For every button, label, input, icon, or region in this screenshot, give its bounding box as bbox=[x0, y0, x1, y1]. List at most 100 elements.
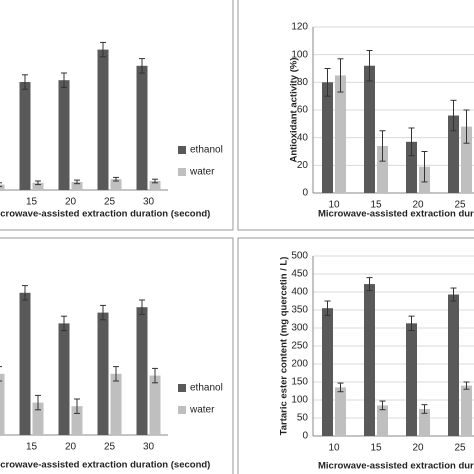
bar bbox=[0, 184, 5, 190]
x-tick-label: 30 bbox=[143, 442, 155, 453]
error-bar bbox=[0, 182, 2, 187]
error-bar bbox=[408, 315, 415, 332]
error-bar bbox=[324, 300, 331, 316]
x-tick-label: 30 bbox=[143, 197, 155, 208]
y-axis-label: Antioxidant activity (%) bbox=[289, 57, 300, 162]
error-bar bbox=[337, 58, 344, 93]
x-tick-label: 25 bbox=[104, 442, 116, 453]
y-tick-label: 60 bbox=[297, 105, 309, 116]
y-tick-label: 350 bbox=[291, 305, 308, 316]
legend-label: ethanol bbox=[190, 383, 223, 394]
y-tick-label: 100 bbox=[291, 395, 308, 406]
bar bbox=[71, 181, 83, 190]
bar bbox=[461, 385, 472, 436]
error-bar bbox=[139, 299, 145, 315]
error-bar bbox=[61, 72, 67, 88]
error-bar bbox=[366, 50, 373, 82]
x-axis-label: Microwave-assisted extraction duration (… bbox=[0, 460, 210, 471]
bar bbox=[32, 182, 44, 190]
bar bbox=[19, 82, 31, 190]
y-tick-label: 80 bbox=[297, 77, 309, 88]
error-bar bbox=[366, 277, 373, 292]
error-bar bbox=[463, 381, 470, 390]
error-bar bbox=[100, 304, 106, 321]
bar bbox=[110, 179, 122, 190]
y-tick-label: 50 bbox=[297, 413, 309, 424]
error-bar bbox=[379, 130, 386, 162]
chart-panel: 0501001502002503003504004505001015202530… bbox=[279, 251, 474, 472]
error-bar bbox=[152, 178, 158, 184]
error-bar bbox=[450, 287, 457, 302]
bar bbox=[136, 65, 148, 190]
chart-panel: 0204060801001201015202530Microwave-assis… bbox=[289, 22, 474, 220]
x-tick-label: 20 bbox=[65, 197, 77, 208]
y-tick-label: 20 bbox=[297, 160, 309, 171]
y-tick-label: 100 bbox=[291, 49, 308, 60]
error-bar bbox=[421, 151, 428, 183]
x-tick-label: 10 bbox=[328, 200, 340, 211]
bar bbox=[448, 294, 459, 436]
error-bar bbox=[22, 285, 28, 301]
x-tick-label: 25 bbox=[104, 197, 116, 208]
x-axis-label: Microwave-assisted extraction duration bbox=[318, 461, 474, 472]
bar bbox=[97, 312, 109, 435]
y-tick-label: 500 bbox=[291, 251, 308, 262]
bar bbox=[322, 82, 333, 193]
bar bbox=[149, 375, 161, 435]
x-tick-label: 10 bbox=[328, 443, 340, 454]
legend-label: water bbox=[189, 167, 215, 178]
error-bar bbox=[22, 74, 28, 90]
chart-panel: 1015202530Microwave-assisted extraction … bbox=[0, 285, 223, 471]
bar bbox=[335, 387, 346, 436]
bar bbox=[71, 406, 83, 435]
x-tick-label: 25 bbox=[454, 443, 466, 454]
bar bbox=[110, 373, 122, 435]
legend-swatch bbox=[178, 146, 186, 154]
x-tick-label: 15 bbox=[370, 200, 382, 211]
bar bbox=[322, 308, 333, 436]
x-tick-label: 20 bbox=[65, 442, 77, 453]
error-bar bbox=[408, 127, 415, 157]
x-axis-label: Microwave-assisted extraction duration bbox=[318, 209, 474, 220]
bar bbox=[58, 80, 70, 190]
y-axis-label: Tartaric ester content (mg quercetin / L… bbox=[279, 257, 290, 436]
y-tick-label: 0 bbox=[302, 431, 308, 442]
y-tick-label: 40 bbox=[297, 132, 309, 143]
frame bbox=[0, 0, 234, 231]
legend-swatch bbox=[178, 168, 186, 176]
error-bar bbox=[74, 398, 80, 414]
error-bar bbox=[0, 366, 2, 382]
y-tick-label: 450 bbox=[291, 269, 308, 280]
y-tick-label: 200 bbox=[291, 359, 308, 370]
error-bar bbox=[139, 58, 145, 74]
frame bbox=[0, 237, 234, 474]
y-tick-label: 400 bbox=[291, 287, 308, 298]
bar bbox=[419, 409, 430, 436]
legend-label: ethanol bbox=[190, 145, 223, 156]
error-bar bbox=[324, 68, 331, 97]
error-bar bbox=[152, 367, 158, 384]
bar bbox=[461, 126, 472, 193]
error-bar bbox=[113, 366, 119, 382]
bar bbox=[448, 115, 459, 193]
chart-panel: 1015202530Microwave-assisted extraction … bbox=[0, 41, 223, 220]
error-bar bbox=[113, 176, 119, 182]
x-axis-label: Microwave-assisted extraction duration (… bbox=[0, 209, 210, 220]
error-bar bbox=[35, 180, 41, 186]
error-bar bbox=[421, 404, 428, 414]
x-tick-label: 20 bbox=[412, 200, 424, 211]
legend-swatch bbox=[178, 384, 186, 392]
error-bar bbox=[61, 315, 67, 332]
y-tick-label: 250 bbox=[291, 341, 308, 352]
error-bar bbox=[100, 41, 106, 58]
error-bar bbox=[463, 109, 470, 144]
bar bbox=[19, 292, 31, 435]
bar bbox=[377, 405, 388, 436]
error-bar bbox=[74, 179, 80, 185]
error-bar bbox=[379, 400, 386, 411]
bar bbox=[335, 75, 346, 193]
x-tick-label: 20 bbox=[412, 443, 424, 454]
x-tick-label: 25 bbox=[454, 200, 466, 211]
error-bar bbox=[450, 99, 457, 132]
